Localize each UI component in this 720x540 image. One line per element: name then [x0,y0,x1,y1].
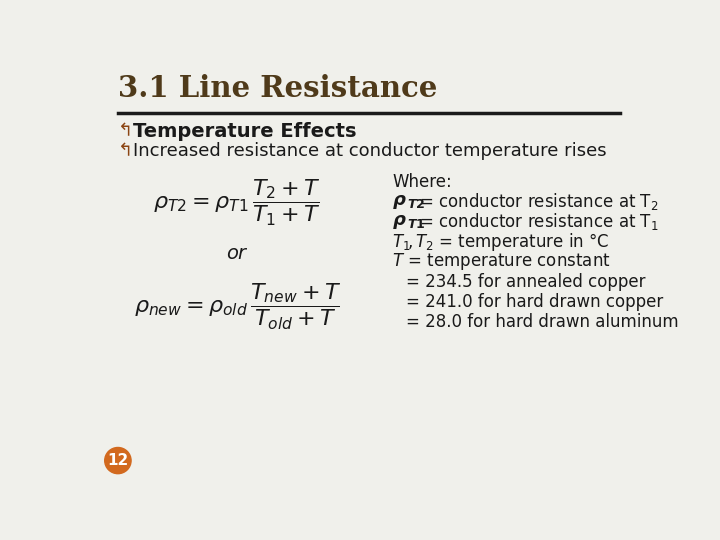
Text: $\mathit{T}_1\!\mathit{,}\,\mathit{T}_2$ = temperature in °C: $\mathit{T}_1\!\mathit{,}\,\mathit{T}_2$… [392,231,610,253]
FancyBboxPatch shape [87,62,651,484]
Text: = conductor resistance at T$_2$: = conductor resistance at T$_2$ [418,191,658,212]
Text: 3.1 Line Resistance: 3.1 Line Resistance [118,75,437,103]
Circle shape [104,448,131,474]
Text: $\boldsymbol{\rho}_{\,\boldsymbol{T1}}$: $\boldsymbol{\rho}_{\,\boldsymbol{T1}}$ [392,213,426,231]
Text: $\rho_{T2} = \rho_{T1}\,\dfrac{T_2 + T}{T_1 + T}$: $\rho_{T2} = \rho_{T1}\,\dfrac{T_2 + T}{… [153,178,321,228]
Text: Where:: Where: [392,173,452,191]
Text: ↰: ↰ [118,122,133,140]
Text: 12: 12 [107,453,129,468]
Text: $\rho_{new} = \rho_{old}\,\dfrac{T_{new} + T}{T_{old} + T}$: $\rho_{new} = \rho_{old}\,\dfrac{T_{new}… [134,282,341,333]
Text: = 234.5 for annealed copper: = 234.5 for annealed copper [406,273,646,291]
Text: ↰: ↰ [118,142,133,160]
Text: $\boldsymbol{\rho}_{\,\boldsymbol{T2}}$: $\boldsymbol{\rho}_{\,\boldsymbol{T2}}$ [392,193,426,211]
Text: = 28.0 for hard drawn aluminum: = 28.0 for hard drawn aluminum [406,313,679,331]
Text: $\mathit{or}$: $\mathit{or}$ [226,244,248,263]
Text: Temperature Effects: Temperature Effects [133,122,357,140]
Text: = conductor resistance at T$_1$: = conductor resistance at T$_1$ [418,211,658,232]
Text: = 241.0 for hard drawn copper: = 241.0 for hard drawn copper [406,293,663,311]
Text: $\mathit{T}$ = temperature constant: $\mathit{T}$ = temperature constant [392,252,611,272]
Text: Increased resistance at conductor temperature rises: Increased resistance at conductor temper… [133,142,607,160]
